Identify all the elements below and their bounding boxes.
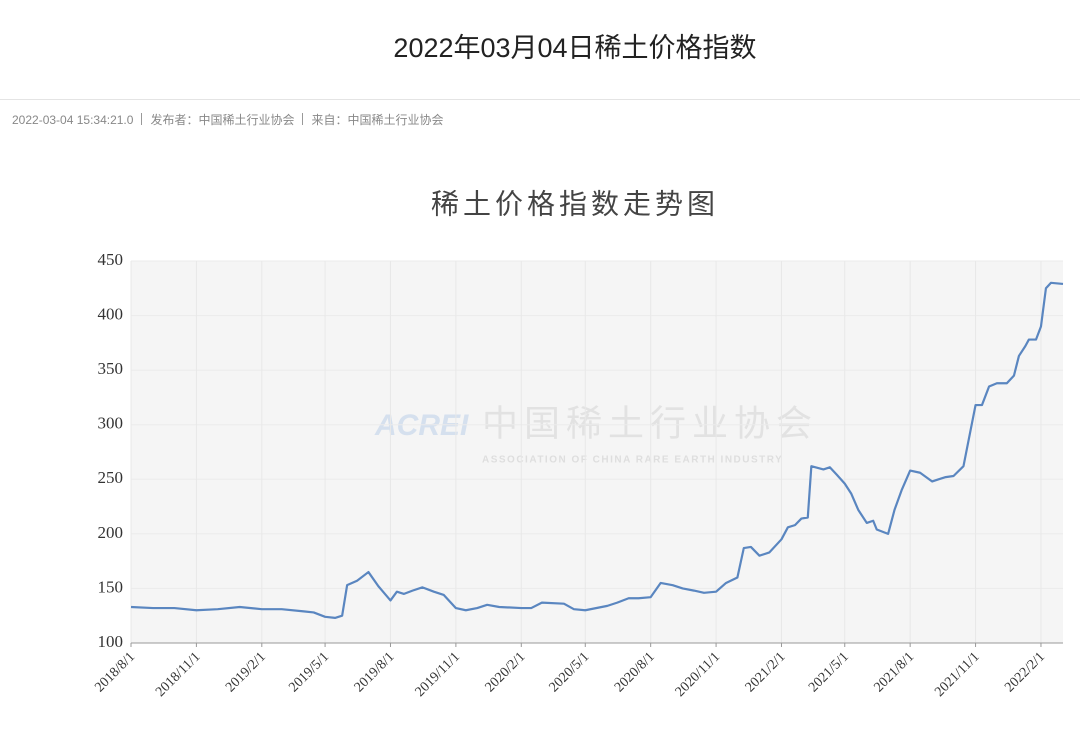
y-tick-label: 250 [98,468,124,487]
y-tick-label: 400 [98,304,124,323]
x-tick-label: 2021/11/1 [932,649,982,699]
x-tick-label: 2022/2/1 [1002,649,1048,695]
y-tick-label: 100 [98,632,124,651]
plot-area [131,261,1063,643]
watermark-logo: ACREI [374,409,469,442]
x-tick-label: 2020/11/1 [673,649,723,699]
x-tick-label: 2021/2/1 [743,649,789,695]
x-tick-label: 2019/2/1 [223,649,269,695]
separator [141,113,143,125]
separator [302,113,304,125]
date: 2022-03-04 15:34:21.0 [12,113,134,127]
x-tick-label: 2021/5/1 [806,649,852,695]
line [130,281,1064,619]
x-tick-label: 2019/5/1 [286,649,332,695]
y-tick-label: 450 [98,250,124,269]
y-tick-label: 300 [98,414,124,433]
x-tick-label: 2020/2/1 [483,649,529,695]
source: 来自：中国稀土行业协会 [311,113,444,127]
x-tick-label: 2019/11/1 [413,649,463,699]
divider [0,99,1080,100]
article-title: 2022年03月04日稀土价格指数 [393,33,757,63]
x-tick-label: 2019/8/1 [352,649,398,695]
x-tick-label: 2018/11/1 [153,649,203,699]
y-tick-label: 150 [98,577,124,596]
y-tick-label: 200 [98,523,124,542]
chart-title: 稀土价格指数走势图 [431,188,719,220]
x-tick-label: 2018/8/1 [92,649,138,695]
meta: 2022-03-04 15:34:21.0 发布者：中国稀土行业协会 来自：中国稀土… [12,111,443,128]
x-tick-label: 2021/8/1 [871,649,917,695]
watermark-english: ASSOCIATION OF CHINA RARE EARTH INDUSTRY [482,455,783,466]
watermark-name: 中国稀土行业协会 [482,403,818,443]
x-tick-label: 2020/8/1 [612,649,658,695]
publisher: 发布者：中国稀土行业协会 [150,113,295,127]
y-tick-label: 350 [98,359,124,378]
x-tick-label: 2020/5/1 [547,649,593,695]
